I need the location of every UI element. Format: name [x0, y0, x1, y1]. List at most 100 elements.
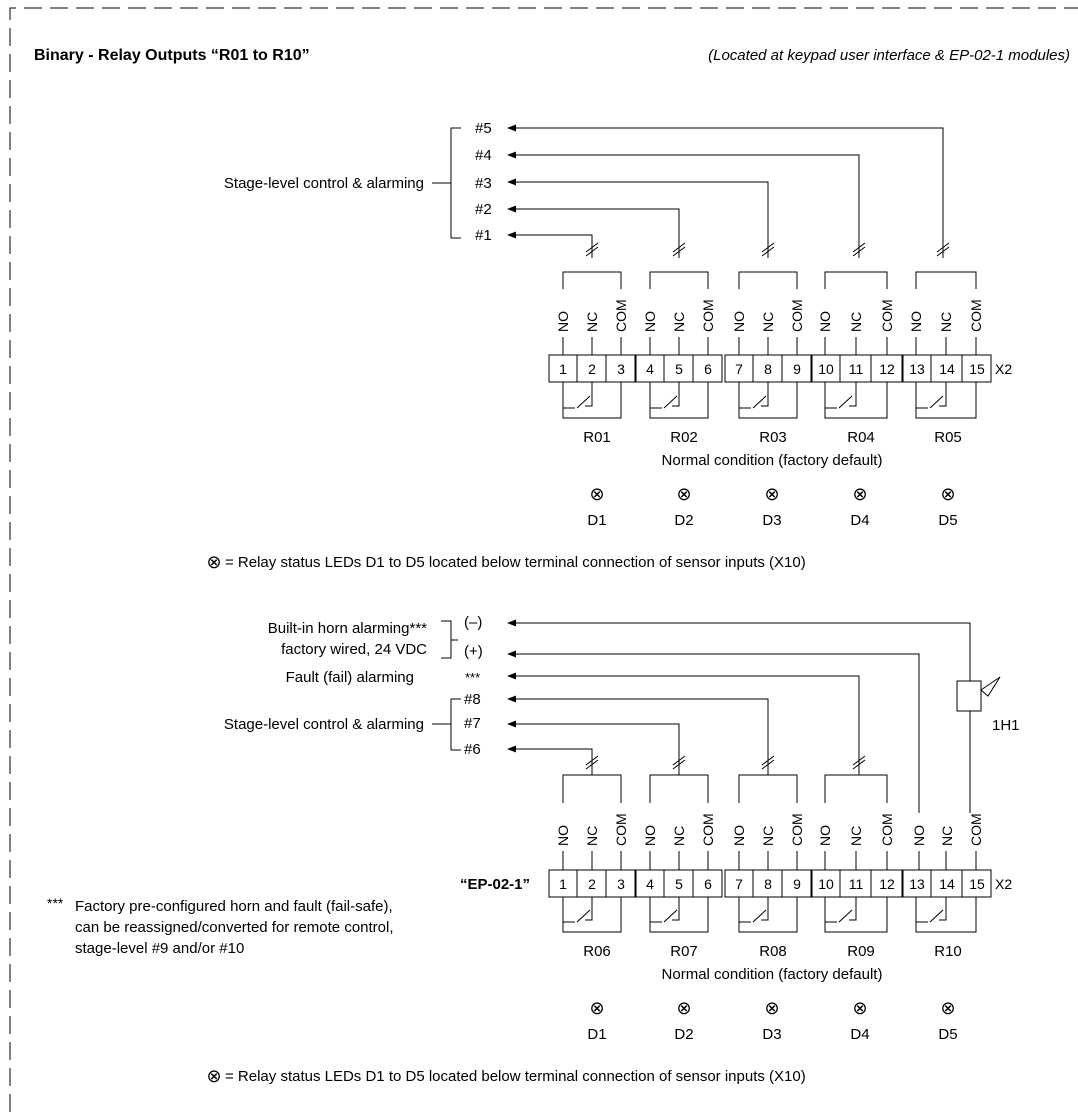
- footnote-marker: ***: [47, 895, 64, 911]
- led-legend-icon-1: ⊗: [206, 552, 221, 572]
- contact-label: NO: [555, 825, 571, 846]
- relay-label-r10: R10: [934, 943, 962, 960]
- wire-fault: [507, 672, 860, 758]
- horn-terminal-minus: (–): [464, 614, 482, 631]
- terminal-number: 6: [704, 876, 712, 892]
- terminal-number: 7: [735, 876, 743, 892]
- contact-label: NO: [817, 825, 833, 846]
- contact-label: COM: [613, 813, 629, 846]
- terminal-number: 12: [879, 876, 895, 892]
- terminal-number: 15: [969, 876, 985, 892]
- section-1-keypad-relays: Stage-level control & alarming #5 #4 #3 …: [206, 120, 1012, 572]
- relay-switches-1: [562, 382, 977, 419]
- horn-label-line2: factory wired, 24 VDC: [281, 641, 427, 658]
- relay-label-r04: R04: [847, 429, 875, 446]
- terminal-number: 13: [909, 361, 925, 377]
- wire-stage-3: [507, 178, 769, 258]
- led-label-d1: D1: [587, 512, 606, 529]
- led-icon: ⊗: [852, 484, 867, 504]
- section-2-ep-02-1-relays: Built-in horn alarming*** factory wired,…: [47, 614, 1020, 1086]
- led-icon: ⊗: [676, 484, 691, 504]
- relay-label-r02: R02: [670, 429, 698, 446]
- terminal-number: 5: [675, 361, 683, 377]
- terminal-number: 12: [879, 361, 895, 377]
- wire-stage-1: [507, 231, 593, 258]
- contact-leads-1: [562, 337, 977, 355]
- stage-label-1: #1: [475, 227, 492, 244]
- led-icons-1: ⊗ ⊗ ⊗ ⊗ ⊗: [589, 484, 955, 504]
- terminal-number: 10: [818, 361, 834, 377]
- terminal-number: 11: [849, 361, 864, 377]
- stage-label-5: #5: [475, 120, 492, 137]
- contact-labels-2: NO NC COM NO NC COM NO NC COM NO NC COM …: [555, 813, 984, 846]
- contact-label: NC: [939, 826, 955, 846]
- horn-device-icon: [956, 680, 982, 712]
- footnote-line-3: stage-level #9 and/or #10: [75, 940, 244, 957]
- stage-label-8: #8: [464, 691, 481, 708]
- normal-condition-label-1: Normal condition (factory default): [662, 452, 883, 469]
- page-subtitle: (Located at keypad user interface & EP-0…: [708, 47, 1070, 64]
- led-label-d1: D1: [587, 1026, 606, 1043]
- terminal-number: 9: [793, 361, 801, 377]
- contact-label: NC: [671, 312, 687, 332]
- contact-label: NO: [908, 311, 924, 332]
- footnote-line-1: Factory pre-configured horn and fault (f…: [75, 898, 393, 915]
- contact-label: NO: [911, 825, 927, 846]
- led-label-d3: D3: [762, 1026, 781, 1043]
- led-label-d4: D4: [850, 512, 869, 529]
- page-border: [9, 7, 1078, 1112]
- terminal-number: 8: [764, 876, 772, 892]
- led-label-d2: D2: [674, 512, 693, 529]
- stage-label-3: #3: [475, 175, 492, 192]
- relay-label-r08: R08: [759, 943, 787, 960]
- stage-group-label-1: Stage-level control & alarming: [224, 175, 424, 192]
- led-label-d2: D2: [674, 1026, 693, 1043]
- horn-device-cone: [980, 676, 1001, 697]
- terminal-bridges-1: [562, 271, 977, 289]
- led-icons-2: ⊗ ⊗ ⊗ ⊗ ⊗: [589, 998, 955, 1018]
- contact-label: NC: [848, 312, 864, 332]
- contact-label: COM: [613, 299, 629, 332]
- terminal-number: 4: [646, 361, 654, 377]
- contact-labels-1: NO NC COM NO NC COM NO NC COM NO NC COM …: [555, 299, 984, 332]
- led-legend-note-2: = Relay status LEDs D1 to D5 located bel…: [225, 1068, 806, 1085]
- wire-stage-7: [507, 720, 680, 758]
- terminal-number: 2: [588, 876, 596, 892]
- terminal-strip-label-2: X2: [995, 876, 1012, 892]
- terminal-number: 8: [764, 361, 772, 377]
- contact-label: NO: [731, 311, 747, 332]
- terminal-bridges-2: [562, 758, 888, 803]
- terminal-strip-1: [548, 354, 992, 383]
- wire-stage-2: [507, 205, 680, 258]
- led-icon: ⊗: [940, 998, 955, 1018]
- contact-label: NC: [584, 312, 600, 332]
- contact-label: COM: [879, 813, 895, 846]
- contact-label: NC: [760, 826, 776, 846]
- terminal-number: 2: [588, 361, 596, 377]
- wire-horn-minus: [507, 619, 971, 681]
- led-legend-icon-2: ⊗: [206, 1066, 221, 1086]
- led-label-d5: D5: [938, 512, 957, 529]
- stage-label-4: #4: [475, 147, 492, 164]
- contact-label: NO: [642, 311, 658, 332]
- led-label-d5: D5: [938, 1026, 957, 1043]
- horn-device-label: 1H1: [992, 717, 1020, 734]
- contact-label: COM: [968, 299, 984, 332]
- relay-label-r05: R05: [934, 429, 962, 446]
- stage-label-7: #7: [464, 715, 481, 732]
- contact-label: COM: [879, 299, 895, 332]
- terminal-number: 10: [818, 876, 834, 892]
- contact-label: COM: [700, 813, 716, 846]
- page-title: Binary - Relay Outputs “R01 to R10”: [34, 47, 310, 64]
- relay-label-r01: R01: [583, 429, 611, 446]
- terminal-strip-label-1: X2: [995, 361, 1012, 377]
- led-icon: ⊗: [764, 484, 779, 504]
- contact-label: NO: [817, 311, 833, 332]
- contact-label: NO: [731, 825, 747, 846]
- led-label-d3: D3: [762, 512, 781, 529]
- contact-label: NO: [555, 311, 571, 332]
- wire-stage-4: [507, 151, 860, 258]
- terminal-number: 1: [559, 876, 567, 892]
